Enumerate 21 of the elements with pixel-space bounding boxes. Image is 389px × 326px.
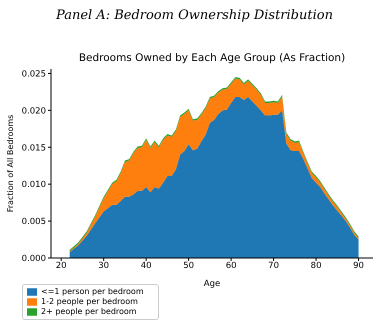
- y-tick-label: 0.000: [22, 254, 46, 264]
- x-tick-label: 30: [98, 261, 110, 272]
- y-tick-label: 0.010: [22, 180, 46, 190]
- x-tick-label: 60: [226, 261, 237, 272]
- chart-title: Panel A: Bedroom Ownership Distribution: [54, 8, 334, 23]
- legend-label: <=1 person per bedroom: [41, 287, 144, 296]
- x-tick-label: 40: [140, 261, 152, 272]
- chart-subtitle: Bedrooms Owned by Each Age Group (As Fraction): [78, 52, 346, 64]
- legend-label: 1-2 people per bedroom: [41, 297, 138, 306]
- y-axis-title: Fraction of All Bedrooms: [6, 114, 15, 212]
- x-tick-label: 50: [183, 261, 194, 272]
- y-tick-label: 0.025: [22, 69, 46, 80]
- y-tick-label: 0.015: [22, 143, 46, 154]
- x-tick-label: 20: [56, 261, 67, 272]
- x-axis-title: Age: [204, 279, 220, 289]
- x-tick-label: 70: [268, 261, 280, 272]
- y-tick-label: 0.005: [22, 217, 46, 228]
- y-tick-label: 0.020: [22, 106, 46, 116]
- x-tick-label: 90: [353, 261, 364, 272]
- legend-label: 2+ people per bedroom: [41, 307, 137, 316]
- x-tick-label: 80: [310, 261, 322, 272]
